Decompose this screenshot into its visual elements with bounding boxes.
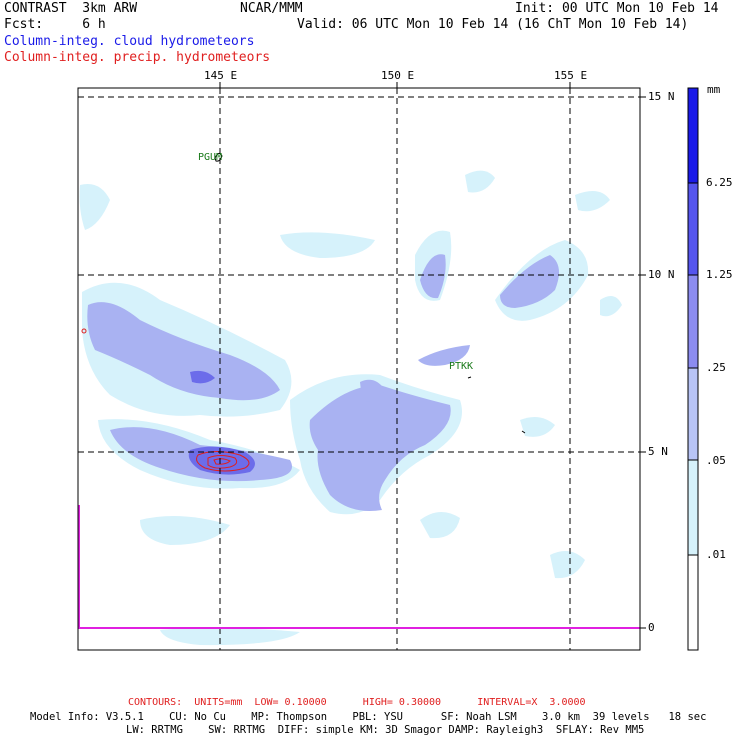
lat-label-15n: 15 N	[648, 90, 675, 103]
colorbar-level-1-25: 1.25	[706, 268, 733, 281]
lon-label-145: 145 E	[204, 69, 238, 82]
model-title: CONTRAST 3km ARW	[4, 1, 138, 16]
organization: NCAR/MMM	[240, 1, 303, 16]
field-label-cloud: Column-integ. cloud hydrometeors	[4, 34, 255, 49]
colorbar-unit: mm	[707, 83, 721, 96]
station-ptkk: PTKK	[449, 361, 474, 372]
forecast-hour: Fcst: 6 h	[4, 17, 106, 32]
lon-label-155: 155 E	[554, 69, 588, 82]
contour-info: CONTOURS: UNITS=mm LOW= 0.10000 HIGH= 0.…	[128, 697, 586, 708]
lat-label-0: 0	[648, 621, 655, 634]
colorbar-level-0-01: .01	[706, 548, 726, 561]
lat-lon-grid	[78, 88, 640, 650]
precip-contours	[81, 328, 250, 472]
colorbar-level-6-25: 6.25	[706, 176, 733, 189]
colorbar-level-0-25: .25	[706, 361, 726, 374]
axis-ticks	[219, 82, 646, 629]
colorbar	[687, 87, 699, 651]
lat-label-10n: 10 N	[648, 268, 675, 281]
station-pgum: PGUM	[198, 152, 223, 163]
cloud-field-dark	[188, 370, 255, 475]
colorbar-level-0-05: .05	[706, 454, 726, 467]
map-frame	[77, 87, 641, 651]
coastlines	[214, 96, 526, 434]
init-time: Init: 00 UTC Mon 10 Feb 14	[515, 1, 719, 16]
valid-time: Valid: 06 UTC Mon 10 Feb 14 (16 ChT Mon …	[297, 17, 689, 32]
lon-label-150: 150 E	[381, 69, 415, 82]
field-label-precip: Column-integ. precip. hydrometeors	[4, 50, 271, 65]
lat-label-5n: 5 N	[648, 445, 668, 458]
model-info-line2: LW: RRTMG SW: RRTMG DIFF: simple KM: 3D …	[126, 724, 645, 736]
domain-boundary	[78, 505, 640, 629]
model-info-line1: Model Info: V3.5.1 CU: No Cu MP: Thompso…	[30, 711, 707, 723]
